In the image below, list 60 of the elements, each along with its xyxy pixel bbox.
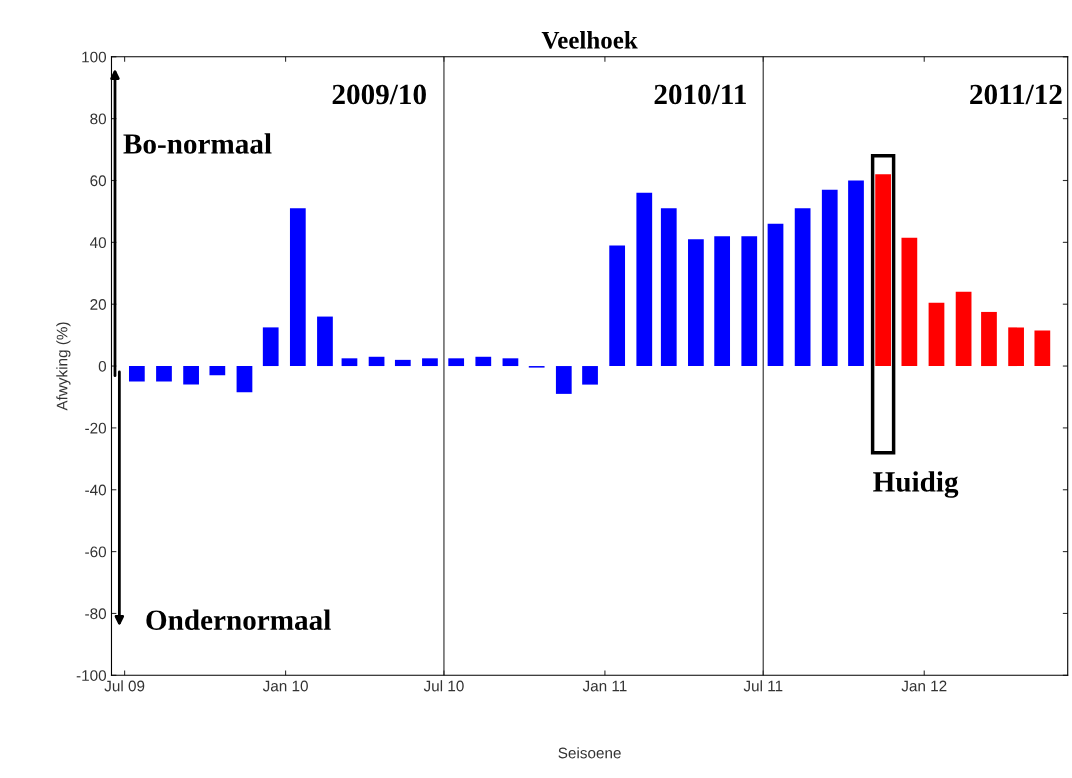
bar [636,192,653,367]
bar [394,359,411,367]
bar [821,189,838,367]
bar [609,245,626,367]
y-tick-label: 20 [90,299,107,310]
x-axis-title: Seisoene [558,747,621,759]
bar [660,208,677,367]
bar [688,239,704,367]
annotation: Bo-normaal [123,133,272,154]
y-tick-label: -20 [85,422,107,434]
bar [368,356,385,367]
y-axis-title: Afwyking (%) [56,322,71,411]
x-tick-label: Jan 11 [582,680,627,692]
annotation: 2009/10 [332,84,426,105]
y-tick-label: -100 [76,670,107,681]
y-tick-label: -60 [85,546,107,558]
y-tick-label: -40 [85,484,107,496]
bar [209,366,226,376]
x-tick-label: Jul 11 [743,680,783,692]
bar [262,327,279,367]
bar [555,366,572,394]
bar [156,366,172,382]
bar [741,236,758,367]
bar [848,180,864,367]
bar [422,358,438,367]
bar [289,208,306,367]
x-tick-label: Jan 12 [901,680,947,692]
bar [183,366,199,385]
bar [128,366,145,382]
bar [794,208,811,367]
y-tick-label: 40 [89,237,107,249]
x-tick-label: Jan 10 [262,680,308,692]
bar [901,237,918,367]
bar [341,358,358,367]
y-tick-label: 0 [98,360,107,372]
annotation: Huidig [873,471,959,498]
bar [317,316,333,367]
bar [236,366,253,393]
bar [582,366,598,385]
bar [1034,330,1051,367]
bar [928,302,945,367]
bar [981,311,997,367]
bar [502,358,519,367]
y-tick-label: -80 [85,608,107,620]
annotation: 2010/11 [654,84,746,105]
x-tick-label: Jul 10 [423,680,464,692]
bar [475,356,492,367]
chart-title: Veelhoek [541,31,638,49]
bar [1008,327,1024,367]
y-tick-label: 80 [90,113,107,125]
y-tick-label: 100 [82,51,107,63]
bar [955,291,972,367]
bar [714,236,731,367]
annotation: Ondernormaal [146,609,331,631]
bar [448,358,465,367]
bar [875,174,891,367]
bar [767,223,784,367]
x-tick-label: Jul 09 [104,680,145,692]
y-tick-label: 60 [90,175,107,187]
annotation: 2011/12 [970,84,1062,105]
